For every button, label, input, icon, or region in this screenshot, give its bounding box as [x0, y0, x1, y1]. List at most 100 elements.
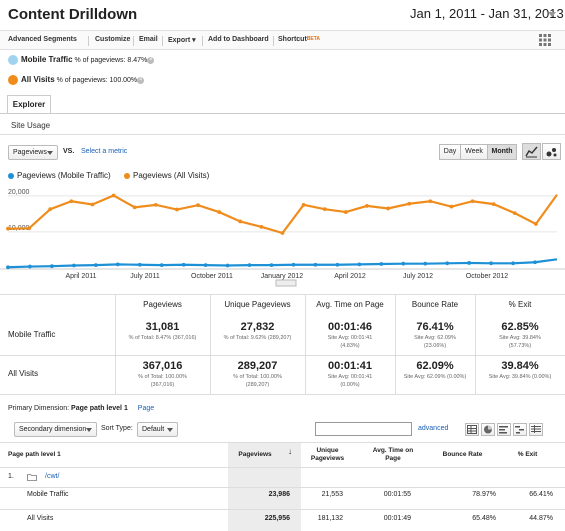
shortcut-button[interactable]: ShortcutBETA — [278, 36, 320, 43]
x-tick-label: April 2012 — [334, 273, 366, 280]
data-point[interactable] — [491, 202, 496, 207]
line-chart-toggle[interactable] — [522, 143, 541, 160]
chart-resize-handle[interactable] — [275, 279, 297, 287]
segment-name: All Visits — [21, 75, 55, 84]
data-point[interactable] — [470, 199, 475, 204]
column-header-unique-pageviews[interactable]: Unique Pageviews — [310, 447, 345, 462]
data-point[interactable] — [115, 262, 120, 267]
data-point[interactable] — [50, 264, 54, 269]
day-button[interactable]: Day — [439, 144, 461, 160]
tab-explorer[interactable]: Explorer — [7, 95, 51, 113]
remove-segment-icon[interactable]: × — [147, 56, 155, 64]
export-button[interactable]: Export ▾ — [168, 36, 196, 44]
segment-mobile-traffic[interactable]: Mobile Traffic % of pageviews: 8.47% × — [8, 55, 155, 66]
data-point[interactable] — [181, 262, 186, 267]
data-point[interactable] — [428, 199, 433, 204]
month-button[interactable]: Month — [487, 144, 517, 160]
select-metric-link[interactable]: Select a metric — [81, 148, 128, 155]
advanced-filter-link[interactable]: advanced — [418, 425, 449, 432]
data-point[interactable] — [153, 202, 158, 207]
data-point[interactable] — [48, 207, 53, 212]
primary-dimension-page-link[interactable]: Page — [137, 405, 155, 412]
remove-segment-icon[interactable]: × — [137, 76, 145, 84]
data-point[interactable] — [6, 226, 10, 231]
week-button[interactable]: Week — [460, 144, 488, 160]
data-point[interactable] — [467, 261, 472, 265]
data-point[interactable] — [512, 211, 517, 216]
metric-select[interactable]: Pageviews — [8, 145, 58, 160]
data-point[interactable] — [175, 207, 179, 212]
data-point[interactable] — [379, 262, 384, 266]
data-point[interactable] — [313, 262, 318, 267]
data-point[interactable] — [407, 201, 412, 206]
data-point[interactable] — [69, 199, 74, 204]
data-point[interactable] — [449, 204, 454, 209]
data-point[interactable] — [365, 204, 369, 208]
column-header-bounce-rate[interactable]: Bounce Rate — [442, 451, 483, 458]
column-header-pageviews[interactable]: Pageviews — [238, 451, 272, 458]
data-point[interactable] — [343, 210, 348, 214]
data-point[interactable] — [196, 203, 200, 208]
data-point[interactable] — [90, 202, 95, 207]
data-point[interactable] — [401, 261, 406, 266]
data-point[interactable] — [357, 262, 362, 267]
data-point[interactable] — [386, 206, 390, 211]
table-search-input[interactable] — [315, 422, 412, 436]
data-point[interactable] — [6, 265, 10, 270]
performance-view-button[interactable] — [497, 423, 511, 436]
data-point[interactable] — [533, 222, 538, 226]
data-point[interactable] — [132, 205, 137, 210]
data-point[interactable] — [291, 262, 296, 267]
data-point[interactable] — [269, 263, 274, 268]
customize-button[interactable]: Customize — [95, 36, 131, 43]
advanced-segments-button[interactable]: Advanced Segments — [8, 36, 77, 43]
data-point[interactable] — [423, 261, 428, 266]
sort-type-select[interactable]: Default — [137, 422, 178, 437]
data-point[interactable] — [511, 261, 515, 266]
data-point[interactable] — [322, 207, 327, 212]
data-point[interactable] — [137, 262, 142, 267]
scorecard-subtext: Site Avg: 00:01:41 — [327, 374, 373, 380]
column-header-exit[interactable]: % Exit — [517, 451, 538, 458]
data-point[interactable] — [203, 263, 208, 268]
data-point[interactable] — [247, 263, 252, 268]
sort-descending-icon[interactable]: ↓ — [288, 447, 292, 456]
data-point[interactable] — [445, 261, 450, 266]
date-dropdown-icon[interactable] — [548, 12, 556, 17]
data-point[interactable] — [71, 263, 76, 268]
data-point[interactable] — [489, 261, 494, 266]
add-to-dashboard-button[interactable]: Add to Dashboard — [208, 36, 269, 43]
data-point[interactable] — [259, 224, 264, 229]
data-point[interactable] — [159, 263, 164, 268]
data-point[interactable] — [301, 202, 306, 207]
table-view-button[interactable] — [465, 423, 479, 436]
data-point[interactable] — [28, 264, 32, 269]
table-cell: 225,956 — [264, 515, 290, 522]
data-point[interactable] — [335, 262, 340, 267]
email-button[interactable]: Email — [139, 36, 158, 43]
data-point[interactable] — [238, 219, 243, 224]
data-point[interactable] — [111, 193, 116, 198]
motion-chart-toggle[interactable] — [542, 143, 561, 160]
data-point[interactable] — [27, 226, 32, 231]
data-point[interactable] — [225, 263, 230, 268]
subtab-site-usage[interactable]: Site Usage — [11, 121, 51, 130]
data-point[interactable] — [217, 210, 222, 214]
column-header-page-path[interactable]: Page path level 1 — [8, 451, 61, 458]
scorecard-header: Unique Pageviews — [224, 300, 291, 309]
subnav-divider — [0, 134, 565, 135]
secondary-dimension-select[interactable]: Secondary dimension — [14, 422, 97, 437]
data-point[interactable] — [93, 263, 98, 268]
page-path-link[interactable]: /cwt/ — [45, 473, 60, 480]
data-point[interactable] — [280, 231, 285, 235]
x-tick-label: July 2012 — [403, 273, 433, 280]
date-range-picker[interactable]: Jan 1, 2011 - Jan 31, 2013 — [410, 6, 564, 21]
grid-icon[interactable] — [539, 34, 551, 46]
primary-dimension-value[interactable]: Page path level 1 — [71, 405, 128, 412]
data-point[interactable] — [533, 260, 537, 265]
pivot-view-button[interactable] — [529, 423, 543, 436]
segment-all-visits[interactable]: All Visits % of pageviews: 100.00% × — [8, 75, 145, 86]
pie-view-button[interactable] — [481, 423, 495, 436]
comparison-view-button[interactable] — [513, 423, 527, 436]
column-header-avg-time[interactable]: Avg. Time on Page — [372, 447, 414, 462]
